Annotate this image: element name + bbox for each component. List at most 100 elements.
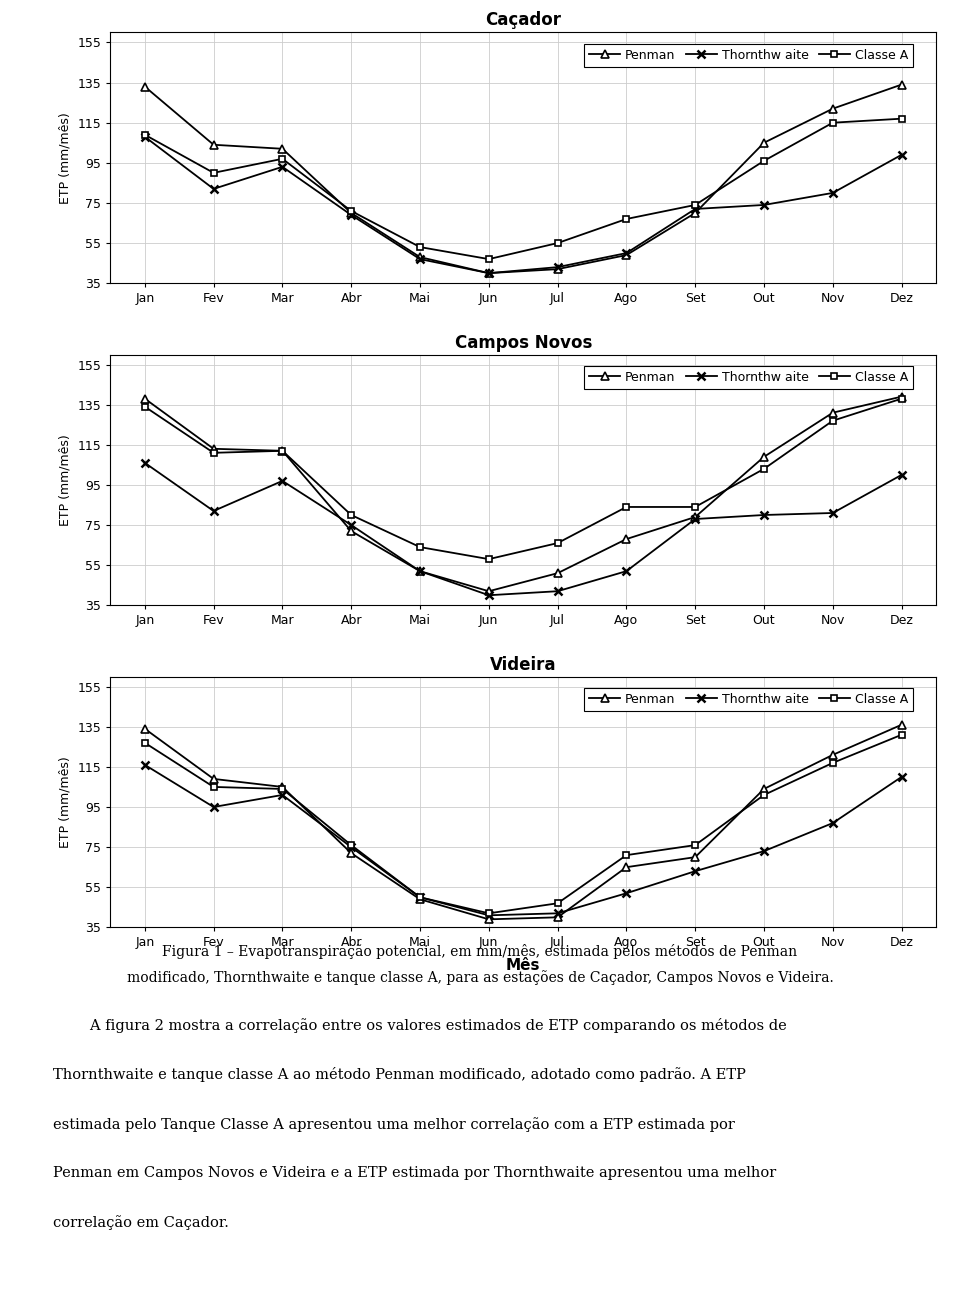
Thornthw aite [483,588,494,603]
Y-axis label: ETP (mm/mês): ETP (mm/mês) [59,434,72,525]
Title: Caçador: Caçador [485,12,562,30]
Title: Videira: Videira [490,656,557,673]
Penman [827,747,839,763]
Classe A [896,390,907,406]
Classe A [276,150,288,166]
Line: Penman: Penman [140,721,906,923]
Line: Thornthw aite: Thornthw aite [140,132,906,278]
Thornthw aite [620,245,632,261]
Thornthw aite [415,252,426,267]
Penman [346,523,357,538]
Classe A [483,551,494,567]
Thornthw aite [415,563,426,578]
Thornthw aite [346,518,357,533]
Line: Penman: Penman [140,393,906,595]
Penman [415,249,426,265]
Classe A [758,153,770,169]
Penman [758,449,770,464]
Classe A [346,838,357,853]
Penman [689,510,701,525]
Thornthw aite [758,843,770,859]
Legend: Penman, Thornthw aite, Classe A: Penman, Thornthw aite, Classe A [584,687,913,711]
Classe A [620,847,632,863]
Thornthw aite [276,787,288,803]
Thornthw aite [689,511,701,527]
Penman [139,390,151,406]
Penman [346,205,357,220]
Classe A [689,499,701,515]
Legend: Penman, Thornthw aite, Classe A: Penman, Thornthw aite, Classe A [584,44,913,66]
Penman [620,248,632,263]
Classe A [415,540,426,555]
Classe A [139,399,151,415]
Text: Figura 1 – Evapotranspiração potencial, em mm/mês, estimada pelos métodos de Pen: Figura 1 – Evapotranspiração potencial, … [162,944,798,960]
Penman [208,441,220,457]
Classe A [139,127,151,143]
Penman [896,389,907,405]
Penman [552,565,564,581]
Penman [139,79,151,95]
Penman [346,846,357,861]
Line: Penman: Penman [140,80,906,278]
Penman [758,781,770,796]
Thornthw aite [896,467,907,482]
Classe A [896,728,907,743]
Penman [276,779,288,795]
Classe A [758,460,770,476]
Penman [552,262,564,278]
Classe A [139,735,151,751]
Title: Campos Novos: Campos Novos [454,333,592,351]
Thornthw aite [689,864,701,879]
Y-axis label: ETP (mm/mês): ETP (mm/mês) [59,112,72,204]
Penman [276,444,288,459]
Thornthw aite [483,908,494,923]
Classe A [208,445,220,460]
Thornthw aite [208,182,220,197]
Classe A [620,499,632,515]
Thornthw aite [139,455,151,471]
Penman [483,584,494,599]
Thornthw aite [139,757,151,773]
Classe A [620,211,632,227]
Thornthw aite [758,507,770,523]
Classe A [276,444,288,459]
Thornthw aite [552,259,564,275]
Thornthw aite [139,128,151,144]
Classe A [346,204,357,219]
Thornthw aite [415,890,426,905]
Thornthw aite [896,769,907,785]
Thornthw aite [827,185,839,201]
Text: A figura 2 mostra a correlação entre os valores estimados de ETP comparando os m: A figura 2 mostra a correlação entre os … [53,1018,786,1034]
Classe A [208,165,220,180]
Thornthw aite [689,201,701,217]
Classe A [689,197,701,213]
Penman [620,532,632,547]
Classe A [827,115,839,131]
Penman [483,266,494,281]
Text: estimada pelo Tanque Classe A apresentou uma melhor correlação com a ETP estimad: estimada pelo Tanque Classe A apresentou… [53,1117,734,1131]
Thornthw aite [346,208,357,223]
Classe A [552,235,564,250]
Classe A [552,895,564,910]
Legend: Penman, Thornthw aite, Classe A: Penman, Thornthw aite, Classe A [584,366,913,389]
Penman [552,909,564,925]
Penman [689,850,701,865]
Text: Penman em Campos Novos e Videira e a ETP estimada por Thornthwaite apresentou um: Penman em Campos Novos e Videira e a ETP… [53,1166,776,1180]
Thornthw aite [208,503,220,519]
Penman [758,135,770,150]
Y-axis label: ETP (mm/mês): ETP (mm/mês) [59,756,72,848]
Thornthw aite [620,886,632,901]
Text: correlação em Caçador.: correlação em Caçador. [53,1215,228,1230]
Thornthw aite [758,197,770,213]
Text: modificado, Thornthwaite e tanque classe A, para as estações de Caçador, Campos : modificado, Thornthwaite e tanque classe… [127,970,833,984]
Penman [483,912,494,927]
Classe A [415,890,426,905]
Thornthw aite [552,584,564,599]
Line: Thornthw aite: Thornthw aite [140,459,906,599]
Classe A [827,412,839,428]
Text: Thornthwaite e tanque classe A ao método Penman modificado, adotado como padrão.: Thornthwaite e tanque classe A ao método… [53,1067,746,1083]
Classe A [896,112,907,127]
Thornthw aite [208,799,220,815]
Classe A [415,239,426,254]
Line: Thornthw aite: Thornthw aite [140,761,906,920]
